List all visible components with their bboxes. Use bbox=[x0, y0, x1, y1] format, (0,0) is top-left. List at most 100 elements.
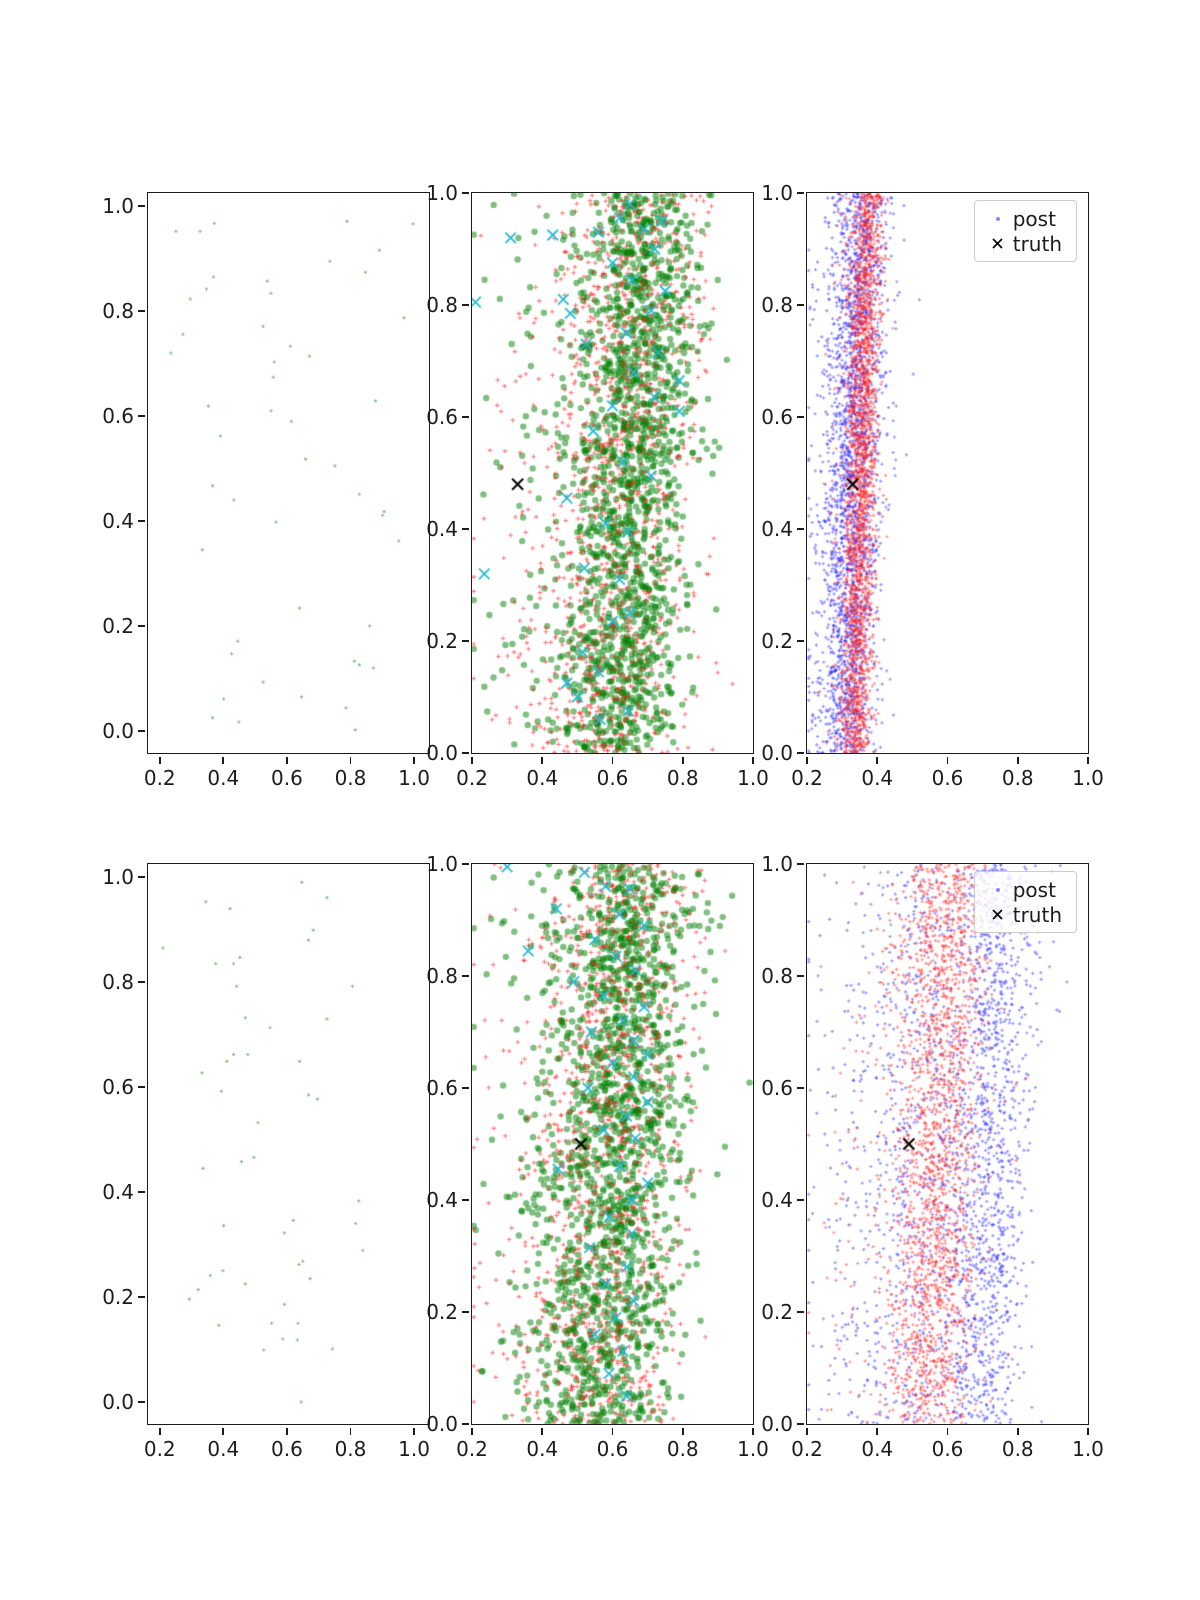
x-tick-label: 0.4 bbox=[526, 766, 559, 790]
y-tick bbox=[137, 981, 145, 983]
subplot-bottom-middle: 0.2 0.4 0.6 0.8 1.0 0.0 0.2 0.4 0.6 0.8 1.0 bbox=[426, 852, 769, 1461]
y-tick bbox=[461, 1311, 469, 1313]
y-tick bbox=[461, 1423, 469, 1425]
y-tick-label: 0.6 bbox=[426, 405, 458, 429]
y-tick-label: 0.0 bbox=[761, 741, 793, 765]
x-tick-label: 1.0 bbox=[1072, 766, 1104, 790]
y-tick bbox=[137, 625, 145, 627]
x-tick bbox=[413, 756, 415, 764]
x-tick bbox=[286, 1427, 288, 1435]
x-tick bbox=[946, 1427, 949, 1435]
y-tick-label: 0.0 bbox=[102, 718, 134, 743]
x-tick bbox=[681, 756, 684, 764]
y-tick-label: 0.6 bbox=[761, 405, 793, 429]
x-tick-label: 0.8 bbox=[334, 1437, 367, 1461]
x-tick bbox=[611, 756, 614, 764]
legend-entry-truth: truth bbox=[983, 231, 1062, 256]
x-tick bbox=[611, 1427, 614, 1435]
plot-area-bottom-left bbox=[148, 864, 429, 1424]
y-tick bbox=[137, 1086, 145, 1088]
x-tick bbox=[806, 756, 808, 764]
y-tick bbox=[461, 304, 469, 306]
x-tick bbox=[1016, 756, 1019, 764]
y-tick bbox=[461, 863, 469, 865]
subplot-top-right: 0.2 0.4 0.6 0.8 1.0 0.0 0.2 0.4 0.6 0.8 1.0 post tru… bbox=[761, 181, 1104, 790]
x-tick-label: 0.6 bbox=[596, 766, 629, 790]
x-tick-label: 0.6 bbox=[271, 1437, 303, 1461]
x-tick-label: 0.2 bbox=[791, 766, 823, 790]
y-tick bbox=[796, 640, 804, 642]
y-tick-label: 0.0 bbox=[102, 1389, 134, 1414]
x-tick bbox=[1016, 1427, 1019, 1435]
y-tick bbox=[796, 752, 804, 754]
y-tick-label: 1.0 bbox=[102, 865, 134, 890]
y-tick bbox=[461, 975, 469, 977]
subplot-top-middle: 0.2 0.4 0.6 0.8 1.0 0.0 0.2 0.4 0.6 0.8 1.0 bbox=[426, 181, 769, 790]
x-tick-label: 0.8 bbox=[334, 766, 367, 790]
y-tick-label: 0.6 bbox=[426, 1076, 458, 1100]
y-tick-label: 0.0 bbox=[426, 1412, 458, 1436]
y-tick-label: 0.8 bbox=[102, 970, 134, 995]
post-dot-icon bbox=[983, 216, 1013, 221]
plot-area-top-middle bbox=[472, 193, 753, 753]
y-tick-label: 1.0 bbox=[761, 852, 793, 876]
y-tick bbox=[137, 1191, 145, 1193]
x-tick bbox=[471, 1427, 473, 1435]
y-tick-label: 0.4 bbox=[102, 1180, 134, 1205]
x-tick-label: 0.6 bbox=[271, 766, 303, 790]
x-tick bbox=[349, 756, 352, 764]
y-tick bbox=[796, 863, 804, 865]
x-tick-label: 1.0 bbox=[1072, 1437, 1104, 1461]
x-tick bbox=[752, 1427, 754, 1435]
plot-area-top-left bbox=[148, 193, 429, 753]
x-tick bbox=[1087, 756, 1089, 764]
x-tick bbox=[806, 1427, 808, 1435]
x-tick-label: 0.6 bbox=[596, 1437, 629, 1461]
x-tick bbox=[541, 1427, 544, 1435]
x-tick bbox=[222, 1427, 225, 1435]
x-tick bbox=[876, 756, 879, 764]
x-tick bbox=[158, 756, 161, 764]
y-tick-label: 0.4 bbox=[102, 509, 134, 534]
y-tick-label: 0.2 bbox=[426, 629, 458, 653]
x-tick-label: 0.2 bbox=[143, 1437, 176, 1461]
x-tick-label: 0.2 bbox=[791, 1437, 823, 1461]
truth-x-icon bbox=[983, 908, 1013, 921]
y-tick bbox=[796, 528, 804, 530]
y-tick-label: 1.0 bbox=[102, 194, 134, 219]
x-tick-label: 1.0 bbox=[398, 766, 430, 790]
legend-label-truth: truth bbox=[1012, 902, 1062, 927]
truth-x-icon bbox=[983, 237, 1013, 250]
y-tick bbox=[461, 752, 469, 754]
y-tick-label: 1.0 bbox=[761, 181, 793, 205]
legend-entry-post: post bbox=[983, 877, 1062, 902]
legend-label-truth: truth bbox=[1012, 231, 1062, 256]
x-tick bbox=[1087, 1427, 1089, 1435]
y-tick bbox=[137, 1401, 145, 1403]
y-tick bbox=[796, 304, 804, 306]
x-tick bbox=[222, 756, 225, 764]
y-tick-label: 0.2 bbox=[761, 629, 793, 653]
y-tick-label: 1.0 bbox=[426, 852, 458, 876]
y-tick-label: 0.0 bbox=[426, 741, 458, 765]
subplot-bottom-right: 0.2 0.4 0.6 0.8 1.0 0.0 0.2 0.4 0.6 0.8 1.0 post tru… bbox=[761, 852, 1104, 1461]
legend: post truth bbox=[973, 200, 1077, 262]
x-tick bbox=[471, 756, 473, 764]
x-tick bbox=[752, 756, 754, 764]
y-tick-label: 0.8 bbox=[102, 299, 134, 324]
legend: post truth bbox=[973, 871, 1077, 933]
y-tick bbox=[796, 1087, 804, 1089]
x-tick-label: 0.2 bbox=[456, 766, 488, 790]
y-tick bbox=[796, 1311, 804, 1313]
legend-entry-truth: truth bbox=[983, 902, 1062, 927]
x-tick bbox=[946, 756, 949, 764]
x-tick-label: 0.4 bbox=[207, 766, 240, 790]
y-tick-label: 0.8 bbox=[426, 964, 458, 988]
plot-area-bottom-middle bbox=[472, 864, 753, 1424]
y-tick bbox=[461, 1087, 469, 1089]
x-tick-label: 0.8 bbox=[1001, 1437, 1034, 1461]
y-tick bbox=[137, 205, 145, 208]
y-tick bbox=[461, 416, 469, 418]
y-tick bbox=[461, 1199, 469, 1201]
